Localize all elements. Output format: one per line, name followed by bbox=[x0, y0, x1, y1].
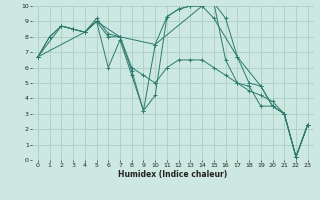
X-axis label: Humidex (Indice chaleur): Humidex (Indice chaleur) bbox=[118, 170, 228, 179]
